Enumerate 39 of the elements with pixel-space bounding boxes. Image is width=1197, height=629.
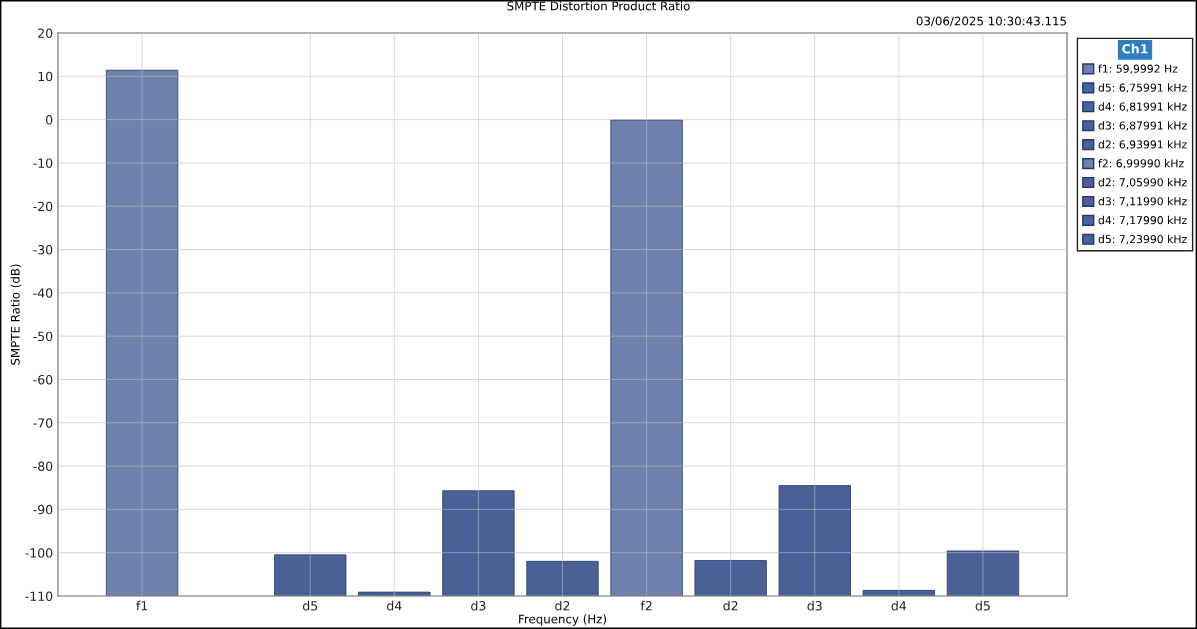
- y-tick-label: 0: [46, 115, 53, 125]
- legend-label: d4: 7,17990 kHz: [1098, 215, 1187, 226]
- legend-title: Ch1: [1122, 43, 1148, 54]
- y-tick-label: -60: [33, 374, 53, 385]
- legend-label: d2: 7,05990 kHz: [1098, 178, 1187, 188]
- x-tick-label: f1: [136, 600, 148, 611]
- y-tick-label: -40: [33, 288, 53, 298]
- y-tick-label: -80: [33, 461, 53, 471]
- y-tick-label: -70: [33, 418, 53, 428]
- chart-title: SMPTE Distortion Product Ratio: [507, 1, 690, 11]
- legend-label: d3: 7,11990 kHz: [1098, 196, 1187, 207]
- legend-label: d4: 6,81991 kHz: [1098, 102, 1187, 112]
- legend-label: f2: 6,99990 kHz: [1098, 159, 1184, 169]
- x-tick-label: d4: [387, 600, 402, 611]
- y-axis-title: SMPTE Ratio (dB): [10, 264, 22, 365]
- x-tick-label: d2: [555, 600, 570, 611]
- y-tick-label: 10: [38, 71, 53, 82]
- legend-label: d2: 6,93991 kHz: [1098, 140, 1187, 150]
- y-tick-label: -10: [33, 158, 53, 168]
- legend-label: d3: 6,87991 kHz: [1098, 121, 1187, 131]
- y-tick-label: -100: [25, 548, 53, 558]
- y-tick-label: -50: [33, 331, 53, 342]
- y-tick-label: -110: [25, 591, 53, 601]
- x-tick-label: d3: [807, 600, 822, 611]
- legend-label: d5: 7,23990 kHz: [1098, 234, 1187, 245]
- x-tick-label: d5: [303, 600, 318, 611]
- x-tick-label: f2: [640, 600, 652, 611]
- y-tick-label: -30: [33, 245, 53, 255]
- text: 03/06/2025 10:30:43.115: [916, 16, 1066, 27]
- x-axis-title: Frequency (Hz): [519, 614, 606, 626]
- y-tick-label: 20: [38, 28, 53, 38]
- y-tick-label: -20: [33, 201, 53, 212]
- x-tick-label: d4: [891, 600, 907, 611]
- legend-label: d5: 6,75991 kHz: [1098, 83, 1187, 93]
- legend-label: f1: 59,9992 Hz: [1098, 64, 1178, 74]
- x-tick-label: d2: [723, 600, 738, 611]
- x-tick-label: d5: [975, 600, 990, 611]
- y-tick-label: -90: [33, 504, 53, 515]
- x-tick-label: d3: [471, 600, 486, 611]
